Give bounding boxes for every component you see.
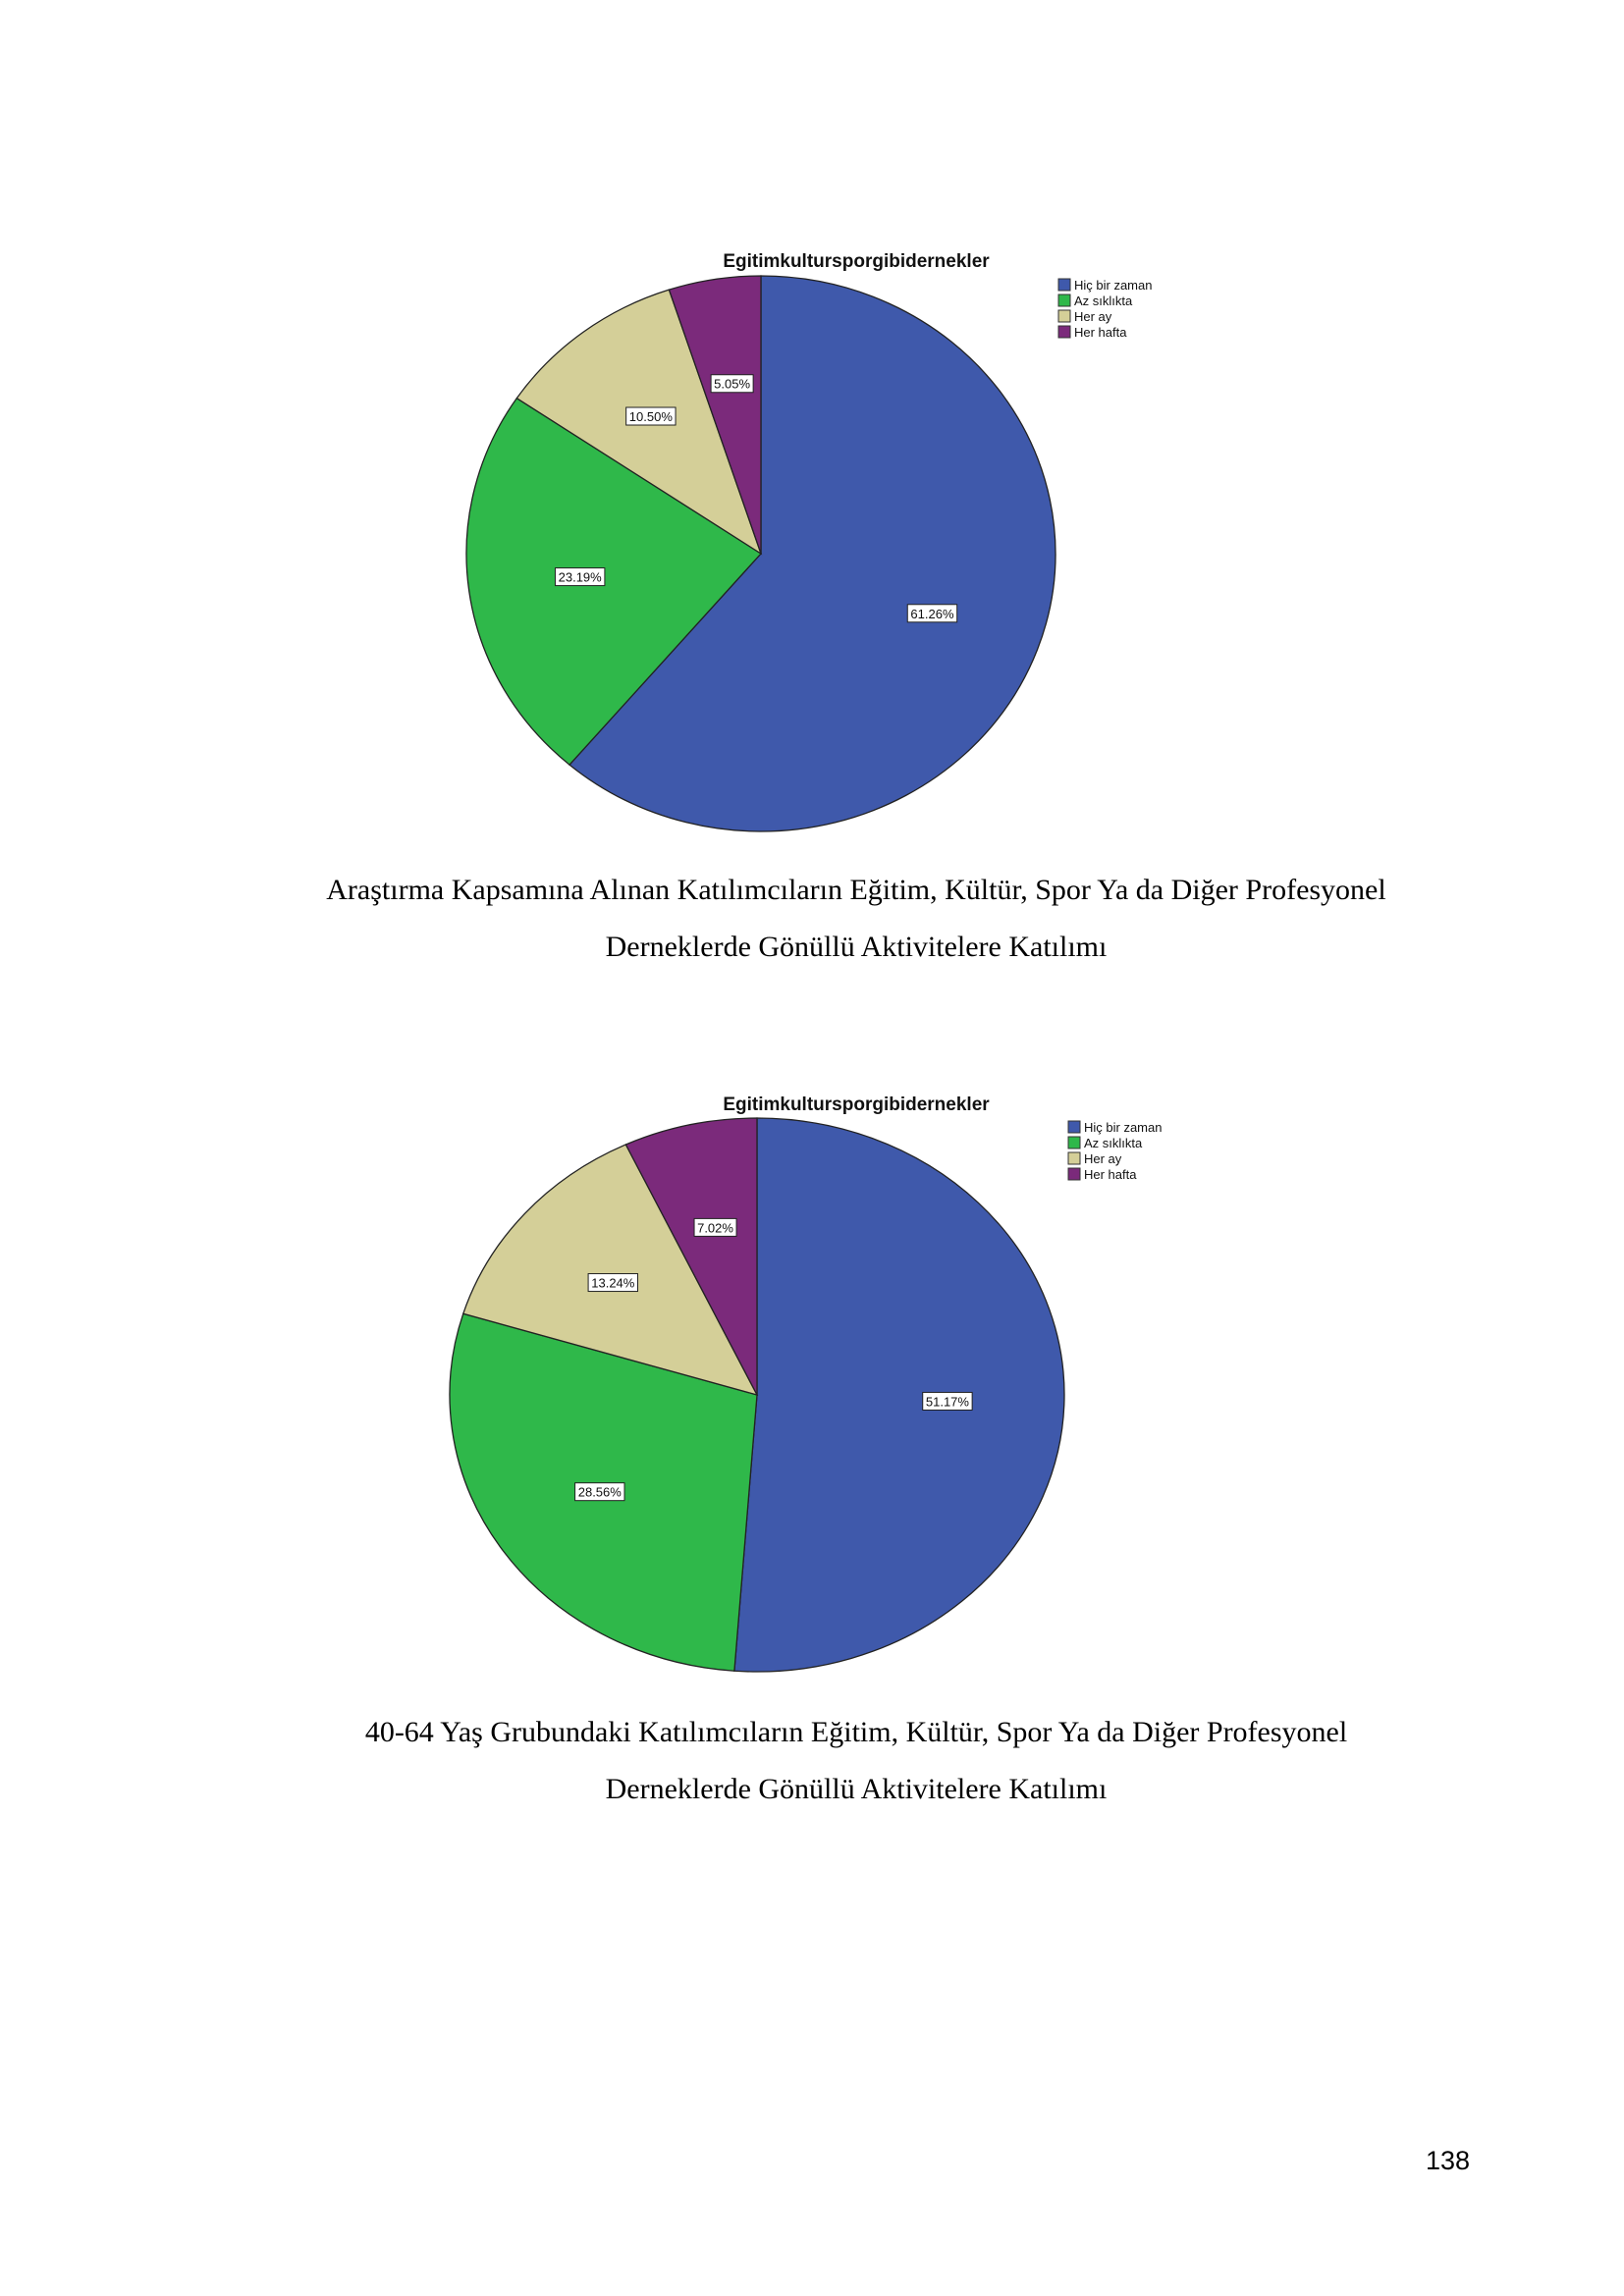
data-label: 7.02% — [697, 1220, 733, 1235]
legend-label: Hiç bir zaman — [1074, 278, 1152, 293]
data-label: 28.56% — [578, 1485, 623, 1500]
data-label: 10.50% — [629, 409, 674, 424]
legend-label: Her ay — [1074, 309, 1112, 324]
data-label-box — [554, 567, 606, 587]
legend-swatch — [1067, 1136, 1081, 1149]
data-label-box — [574, 1482, 625, 1502]
legend-swatch — [1067, 1167, 1081, 1181]
legend-label: Her ay — [1084, 1151, 1122, 1166]
legend-swatch — [1057, 294, 1071, 307]
legend-label: Hiç bir zaman — [1084, 1120, 1162, 1135]
pie-chart-1: Egitimkultursporgibidernekler 61.26% 23.19… — [465, 251, 1152, 832]
legend-swatch — [1067, 1120, 1081, 1134]
legend-label: Az sıklıkta — [1074, 294, 1133, 308]
data-label-box — [710, 374, 754, 394]
data-label: 5.05% — [714, 377, 750, 392]
data-label: 61.26% — [910, 607, 954, 621]
legend-label: Her hafta — [1074, 325, 1127, 340]
data-label-box — [625, 406, 677, 426]
pie-slice-1 — [568, 275, 1056, 832]
legend-swatch — [1057, 278, 1071, 292]
legend-swatch — [1067, 1151, 1081, 1165]
data-label-box — [922, 1391, 973, 1411]
pie-slice-4 — [624, 1117, 758, 1396]
pie-slice-2 — [465, 397, 762, 766]
caption-line: 40-64 Yaş Grubundaki Katılımcıların Eğit… — [364, 1716, 1348, 1748]
legend-label: Her hafta — [1084, 1167, 1137, 1182]
data-label-box — [906, 604, 958, 623]
data-label-box — [587, 1273, 638, 1293]
data-label: 51.17% — [926, 1394, 970, 1409]
data-label: 23.19% — [559, 570, 603, 585]
page-number: 138 — [1426, 2146, 1471, 2175]
pie-chart-2: Egitimkultursporgibidernekler 51.17% 28.56… — [449, 1095, 1162, 1673]
data-label: 13.24% — [591, 1276, 635, 1291]
caption-line: Araştırma Kapsamına Alınan Katılımcıları… — [326, 874, 1386, 906]
data-label-box — [693, 1217, 737, 1237]
caption-line: Derneklerde Gönüllü Aktivitelere Katılım… — [605, 1773, 1108, 1805]
legend-label: Az sıklıkta — [1084, 1136, 1143, 1150]
legend-swatch — [1057, 309, 1071, 323]
chart-title: Egitimkultursporgibidernekler — [723, 1095, 990, 1115]
pie-slice-4 — [668, 275, 762, 555]
pie-slice-3 — [461, 1144, 759, 1397]
figure-caption-1: Araştırma Kapsamına Alınan Katılımcıları… — [0, 862, 1624, 976]
figure-caption-2: 40-64 Yaş Grubundaki Katılımcıların Eğit… — [0, 1704, 1624, 1818]
legend-swatch — [1057, 325, 1071, 339]
chart-title: Egitimkultursporgibidernekler — [723, 251, 990, 272]
caption-line: Derneklerde Gönüllü Aktivitelere Katılım… — [605, 931, 1108, 963]
pie-slice-1 — [733, 1117, 1065, 1673]
